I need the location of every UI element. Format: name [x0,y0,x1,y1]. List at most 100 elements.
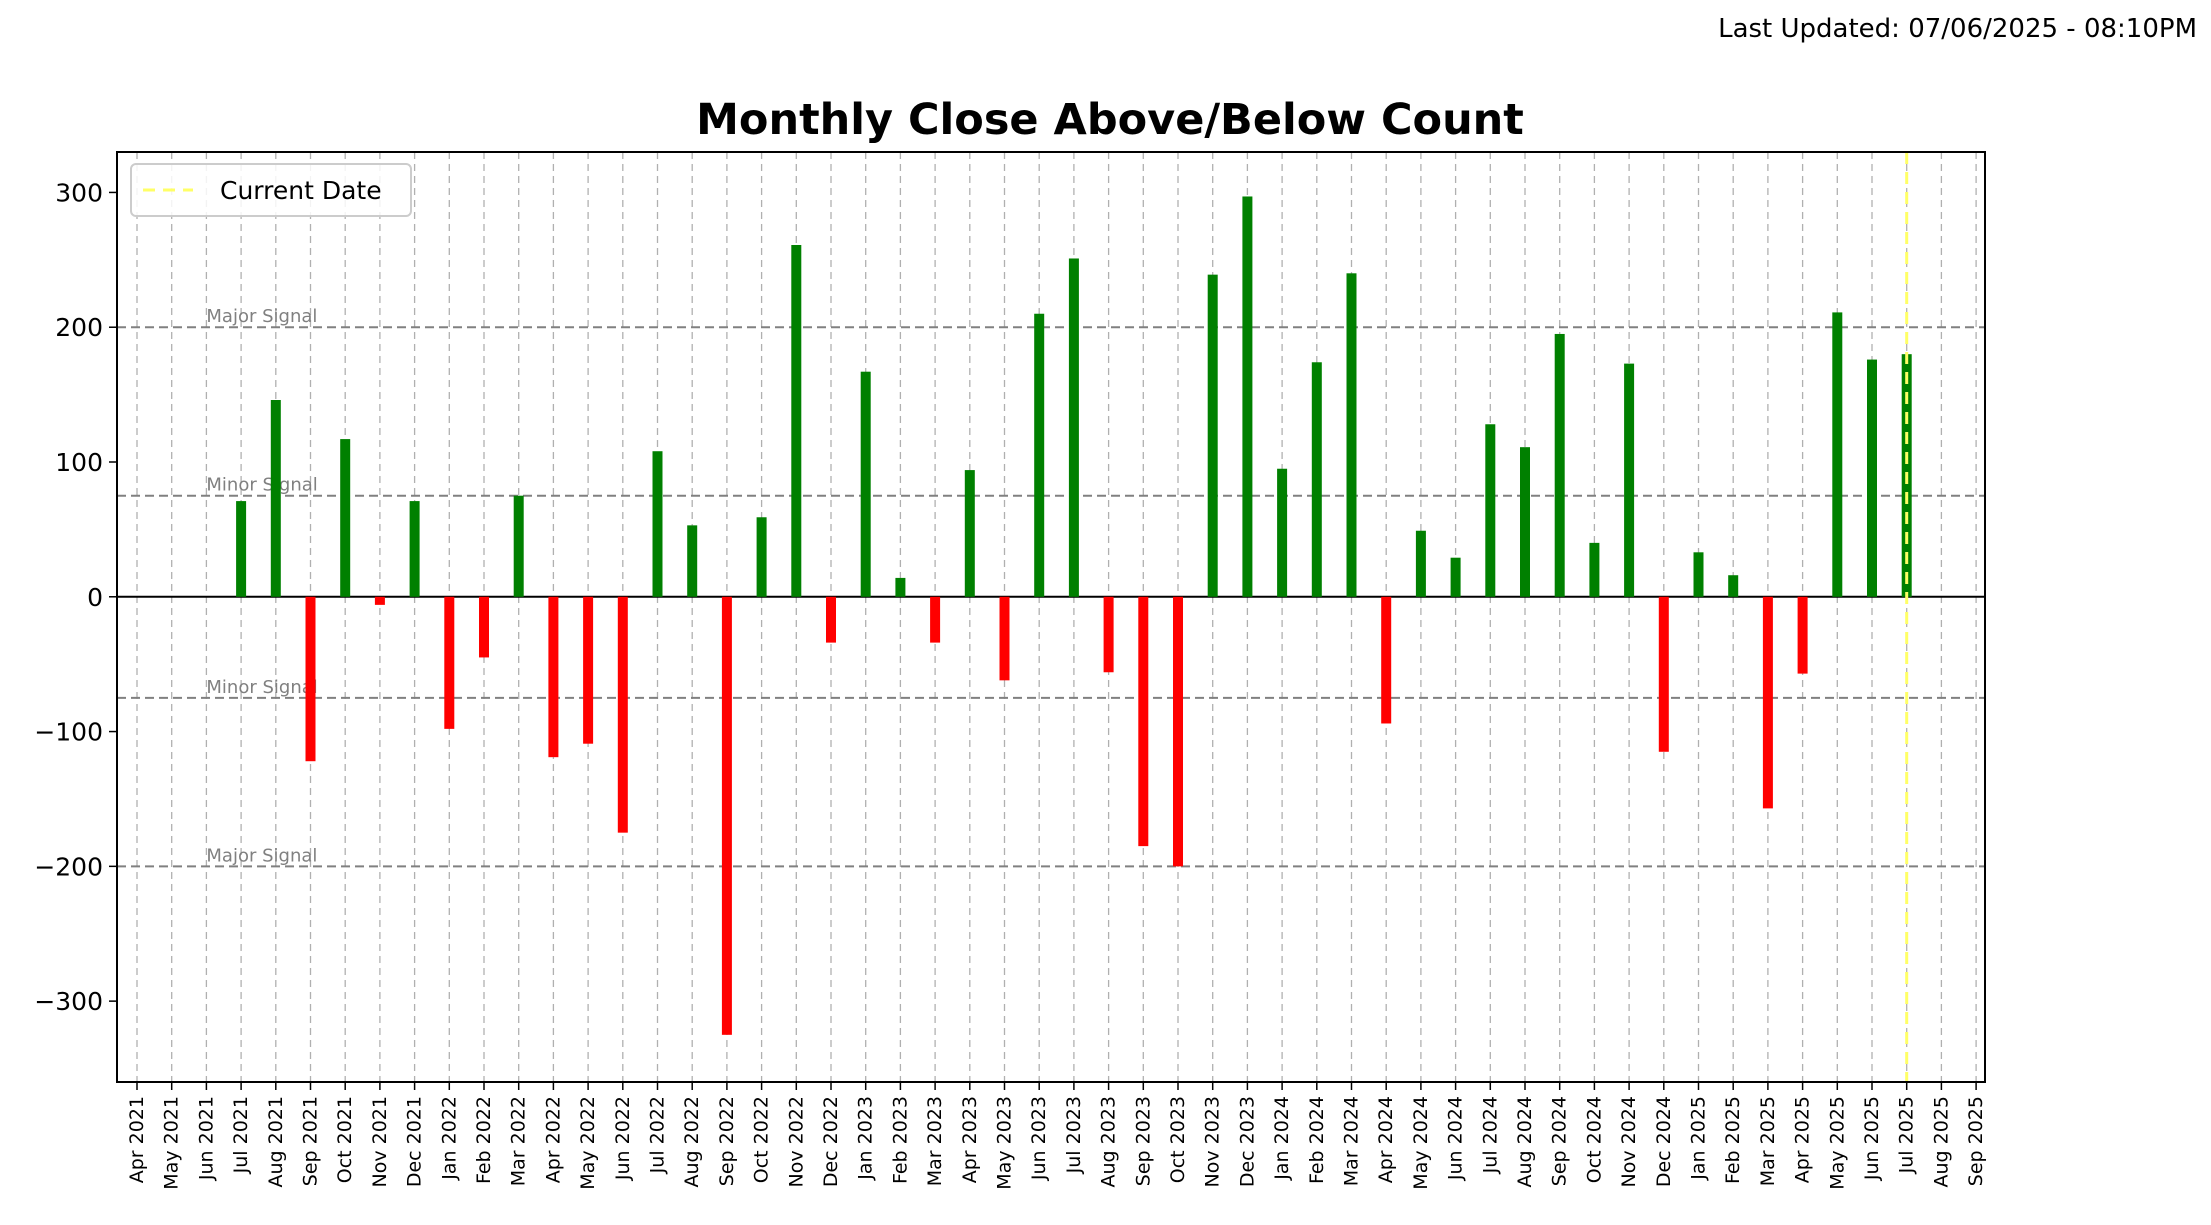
x-tick-label: Aug 2023 [1098,1096,1120,1188]
bar [1138,596,1149,847]
bar [340,439,351,597]
y-tick-label: 100 [55,448,103,477]
vertical-grid [136,152,1977,1082]
bar [1311,362,1322,597]
bar [583,596,594,744]
y-tick-label: −200 [34,852,103,881]
x-tick-label: May 2025 [1826,1096,1848,1190]
plot-frame [116,151,1986,1083]
x-tick-label: Feb 2022 [473,1096,495,1184]
x-tick-label: May 2023 [994,1096,1016,1190]
reference-line-label: Minor Signal [206,475,317,496]
bar [374,596,385,605]
bar [826,596,836,643]
bar [860,371,871,597]
reference-lines: Major Signal Minor Signal Minor Signal Majo… [117,306,1985,868]
bar [1693,552,1704,597]
x-tick-label: Nov 2024 [1618,1096,1640,1187]
reference-line-label: Minor Signal [206,677,317,698]
x-tick-label: Apr 2023 [959,1096,981,1183]
x-tick-label: Jan 2022 [438,1096,460,1181]
bar [1034,313,1045,597]
x-tick-label: Feb 2023 [889,1096,911,1184]
reference-line-label: Major Signal [206,306,317,327]
bar [1173,596,1183,867]
bar [721,596,732,1035]
bar [1520,447,1530,597]
x-tick-label: May 2022 [577,1096,599,1190]
bar [964,470,975,597]
x-tick-label: Aug 2022 [681,1096,703,1188]
bar [930,596,941,643]
legend: Current Date [130,163,412,217]
x-tick-label: Mar 2023 [924,1096,946,1186]
x-tick-label: Feb 2025 [1722,1096,1744,1184]
x-tick-label: Apr 2024 [1375,1096,1397,1183]
x-tick-label: Mar 2022 [508,1096,530,1186]
bar [1867,359,1877,597]
bar [1589,542,1600,597]
y-tick-label: 200 [55,313,103,342]
x-tick-label: Oct 2024 [1583,1096,1605,1183]
bar [409,501,420,597]
bar [617,596,628,833]
reference-line-label: Major Signal [206,845,317,866]
bar [305,596,316,762]
bar [1832,312,1843,597]
bar [791,245,802,597]
y-tick-label: −100 [34,718,103,747]
x-tick-label: Nov 2023 [1202,1096,1224,1187]
bar [1103,596,1114,673]
x-tick-label: Jul 2024 [1479,1096,1501,1174]
x-tick-label: Sep 2022 [716,1096,738,1186]
bar [270,400,281,597]
x-tick-label: Jun 2022 [612,1096,634,1181]
x-tick-label: Oct 2021 [334,1096,356,1183]
bar [1450,557,1461,597]
y-tick-label: 300 [55,178,103,207]
legend-current-date-label: Current Date [220,176,382,205]
bar [1207,274,1218,597]
x-tick-label: Oct 2023 [1167,1096,1189,1183]
x-tick-label: Dec 2024 [1653,1096,1675,1187]
bar [548,596,559,758]
x-tick-label: May 2024 [1410,1096,1432,1190]
bar [1415,530,1426,597]
x-tick-label: Oct 2022 [751,1096,773,1183]
bar [1485,424,1496,597]
bar [1346,273,1357,597]
x-tick-label: Jul 2022 [647,1096,669,1174]
x-tick-label: Jul 2023 [1063,1096,1085,1174]
bar [1797,596,1808,674]
x-tick-label: Aug 2024 [1514,1096,1536,1188]
x-tick-label: Jun 2024 [1445,1096,1467,1181]
bar [652,451,663,597]
x-tick-label: Mar 2024 [1341,1096,1363,1186]
bar [1728,575,1739,597]
x-tick-label: Sep 2024 [1549,1096,1571,1186]
bar [999,596,1010,681]
x-tick-label: Dec 2022 [820,1096,842,1187]
x-axis: Apr 2021 May 2021 Jun 2021 Jul 2021 Aug 2021… [126,1082,1987,1190]
y-tick-label: 0 [87,583,103,612]
y-axis: 300 200 100 0 −100 −200 −300 [34,178,117,1016]
x-tick-label: Jan 2023 [855,1096,877,1181]
x-tick-label: Apr 2021 [126,1096,148,1183]
y-tick-label: −300 [34,987,103,1016]
bar [1762,596,1773,809]
x-tick-label: Sep 2025 [1965,1096,1987,1186]
bar [479,596,489,658]
x-tick-label: Nov 2021 [369,1096,391,1187]
bar [756,517,767,597]
bar [895,577,906,597]
x-tick-label: Jun 2025 [1861,1096,1883,1181]
bar [1068,258,1079,597]
x-tick-label: Apr 2022 [542,1096,564,1183]
last-updated-label: Last Updated: 07/06/2025 - 08:10PM [1718,14,2197,44]
x-tick-label: Jun 2021 [195,1096,217,1181]
bar [1242,196,1253,597]
bar [444,596,455,729]
x-tick-label: Jan 2024 [1271,1096,1293,1181]
x-tick-label: Jul 2021 [230,1096,252,1174]
